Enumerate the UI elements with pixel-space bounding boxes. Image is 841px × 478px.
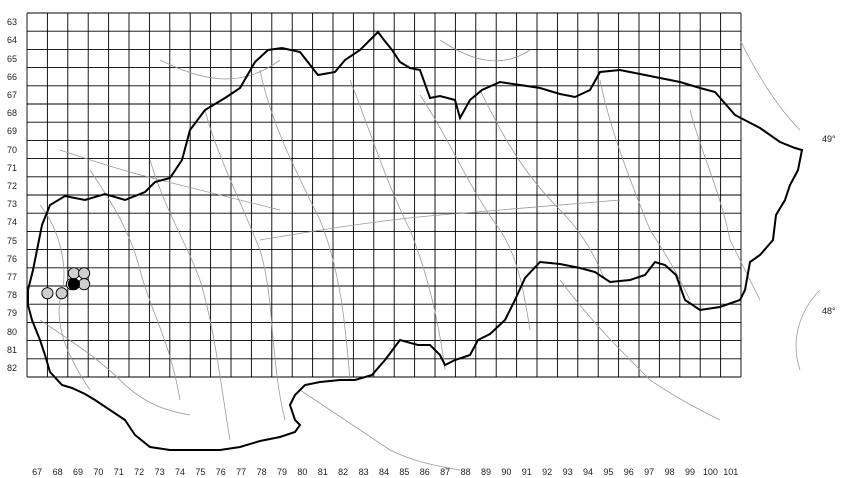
record-dot-open <box>41 287 54 300</box>
river <box>39 319 191 416</box>
row-label: 63 <box>6 17 17 28</box>
column-label: 97 <box>644 467 655 477</box>
column-label: 101 <box>723 467 739 477</box>
country-border <box>27 30 804 451</box>
column-label: 75 <box>195 467 206 477</box>
river <box>259 199 621 241</box>
river <box>419 94 531 331</box>
river <box>259 69 351 381</box>
column-label: 83 <box>358 467 369 477</box>
row-label: 70 <box>6 144 17 155</box>
river <box>439 39 531 62</box>
row-label: 72 <box>6 180 17 191</box>
column-label: 96 <box>623 467 634 477</box>
column-label: 91 <box>521 467 532 477</box>
column-label: 98 <box>664 467 675 477</box>
column-label: 67 <box>32 467 43 477</box>
row-label: 64 <box>6 35 17 46</box>
column-label: 82 <box>338 467 349 477</box>
column-label: 99 <box>684 467 695 477</box>
column-label: 81 <box>317 467 328 477</box>
latitude-label: 49° <box>822 133 836 144</box>
column-label: 76 <box>215 467 226 477</box>
river <box>89 169 181 401</box>
river <box>349 79 446 371</box>
column-label: 77 <box>236 467 247 477</box>
river <box>479 89 606 281</box>
column-label: 73 <box>154 467 165 477</box>
column-label: 78 <box>256 467 267 477</box>
record-dot-open <box>78 278 91 291</box>
river <box>149 159 231 441</box>
row-label: 74 <box>6 217 17 228</box>
column-label: 69 <box>72 467 83 477</box>
river-network <box>39 39 821 471</box>
river <box>159 59 281 80</box>
column-label: 86 <box>419 467 430 477</box>
column-label: 68 <box>52 467 63 477</box>
column-label: 80 <box>297 467 308 477</box>
records-layer <box>41 267 91 300</box>
column-label: 92 <box>542 467 553 477</box>
column-label: 74 <box>174 467 185 477</box>
column-label: 94 <box>582 467 593 477</box>
row-label: 75 <box>6 235 17 246</box>
column-label: 79 <box>276 467 287 477</box>
column-label: 95 <box>603 467 614 477</box>
column-label: 72 <box>134 467 145 477</box>
river <box>739 39 801 131</box>
column-label: 85 <box>399 467 410 477</box>
row-label: 80 <box>6 326 17 337</box>
column-label: 87 <box>440 467 451 477</box>
column-label: 89 <box>480 467 491 477</box>
row-label: 67 <box>6 89 17 100</box>
record-dot-open <box>55 287 68 300</box>
column-label: 71 <box>113 467 124 477</box>
column-label: 93 <box>562 467 573 477</box>
row-label: 78 <box>6 290 17 301</box>
row-label: 65 <box>6 53 17 64</box>
row-label: 69 <box>6 126 17 137</box>
record-dot-filled <box>67 278 80 291</box>
row-label: 76 <box>6 253 17 264</box>
row-label: 82 <box>6 362 17 373</box>
row-label: 68 <box>6 108 17 119</box>
row-label: 71 <box>6 162 17 173</box>
row-label: 66 <box>6 71 17 82</box>
river <box>795 289 821 371</box>
river <box>204 109 286 421</box>
row-label: 73 <box>6 199 17 210</box>
river <box>689 109 761 301</box>
column-label: 88 <box>460 467 471 477</box>
record-dot-open <box>67 267 80 280</box>
river <box>559 279 721 421</box>
row-label: 79 <box>6 308 17 319</box>
column-label: 100 <box>702 467 718 477</box>
row-label: 77 <box>6 271 17 282</box>
latitude-label: 48° <box>822 306 836 317</box>
river <box>299 389 461 471</box>
record-dot-open <box>78 267 91 280</box>
river <box>599 79 691 301</box>
row-label: 81 <box>6 344 17 355</box>
column-label: 70 <box>93 467 104 477</box>
column-label: 90 <box>501 467 512 477</box>
river <box>39 204 91 391</box>
map-grid <box>26 12 742 378</box>
column-label: 84 <box>378 467 389 477</box>
